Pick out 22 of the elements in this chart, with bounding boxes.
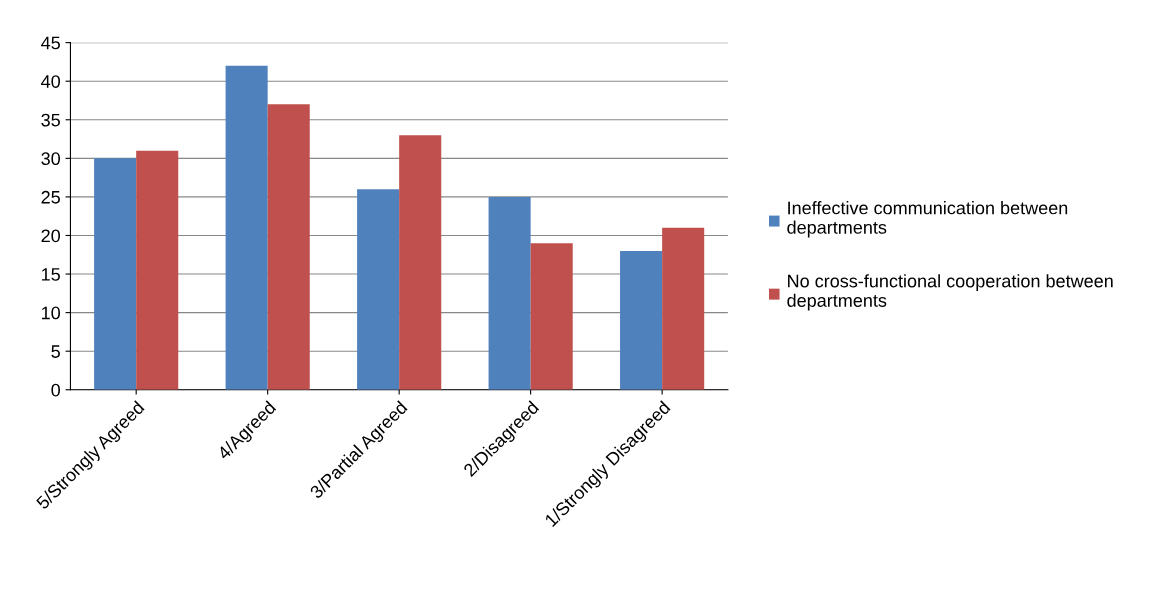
bar	[488, 196, 531, 390]
bar	[94, 158, 137, 390]
bar	[662, 227, 705, 390]
y-tick-label: 25	[41, 190, 60, 204]
y-tick-label: 35	[41, 113, 60, 127]
bar	[530, 243, 573, 390]
bar	[357, 189, 400, 390]
bar	[136, 150, 179, 390]
y-tick-label: 30	[41, 152, 61, 166]
y-tick-label: 20	[41, 229, 61, 243]
y-tick-label: 5	[51, 345, 60, 358]
legend-label: No cross-functional cooperation between departments	[787, 274, 1113, 311]
y-tick-label: 40	[41, 75, 61, 88]
bar	[225, 65, 268, 390]
y-tick-label: 0	[51, 383, 61, 397]
y-tick-label: 15	[42, 268, 60, 281]
legend-label: Ineffective communication between departments	[787, 201, 1068, 238]
bar	[399, 135, 442, 390]
bar	[620, 250, 663, 390]
y-tick-label: 45	[41, 36, 60, 50]
y-tick-label: 10	[42, 306, 61, 320]
bar	[267, 104, 310, 390]
